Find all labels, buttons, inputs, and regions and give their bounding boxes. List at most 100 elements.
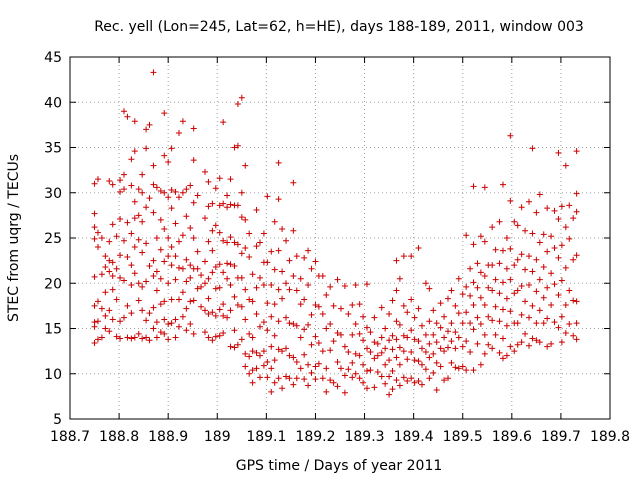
- data-point: [536, 307, 543, 314]
- data-point: [212, 285, 219, 292]
- data-point: [209, 200, 216, 207]
- data-point: [301, 254, 308, 261]
- data-point: [562, 264, 569, 271]
- data-point: [139, 335, 146, 342]
- data-point: [349, 301, 356, 308]
- data-point: [455, 275, 462, 282]
- data-point: [275, 375, 282, 382]
- y-tick-label: 15: [44, 322, 62, 338]
- data-point: [113, 333, 120, 340]
- data-point: [98, 305, 105, 312]
- data-point: [312, 301, 319, 308]
- data-point: [117, 335, 124, 342]
- data-point: [146, 195, 153, 202]
- data-point: [315, 339, 322, 346]
- data-point: [246, 330, 253, 337]
- data-point: [297, 301, 304, 308]
- data-point: [234, 202, 241, 209]
- data-point: [555, 254, 562, 261]
- data-point: [227, 201, 234, 208]
- data-point: [367, 349, 374, 356]
- data-point: [242, 350, 249, 357]
- data-point: [260, 319, 267, 326]
- data-point: [503, 322, 510, 329]
- data-point: [209, 309, 216, 316]
- data-point: [290, 381, 297, 388]
- data-point: [256, 352, 263, 359]
- data-point: [231, 239, 238, 246]
- data-point: [356, 301, 363, 308]
- data-point: [202, 307, 208, 314]
- data-point: [94, 336, 101, 343]
- data-point: [249, 334, 256, 341]
- data-point: [175, 238, 182, 245]
- data-point: [290, 227, 297, 234]
- data-point: [499, 279, 506, 286]
- data-point: [477, 361, 484, 368]
- data-point: [551, 319, 558, 326]
- data-point: [467, 292, 474, 299]
- data-point: [544, 343, 551, 350]
- data-point: [187, 274, 194, 281]
- data-point: [157, 246, 164, 253]
- data-point: [503, 235, 510, 241]
- data-point: [131, 270, 138, 277]
- data-point: [190, 199, 197, 206]
- data-point: [411, 314, 418, 321]
- data-point: [139, 171, 146, 178]
- data-point: [566, 287, 573, 294]
- data-point: [175, 296, 182, 303]
- data-point: [562, 224, 569, 231]
- data-point: [172, 276, 179, 283]
- data-point: [496, 218, 503, 225]
- data-point: [396, 275, 403, 282]
- data-point: [139, 249, 146, 256]
- data-point: [91, 273, 98, 280]
- data-point: [352, 370, 359, 377]
- data-point: [268, 388, 275, 395]
- data-point: [161, 330, 168, 337]
- data-point: [198, 303, 205, 310]
- data-point: [526, 342, 532, 349]
- data-point: [352, 350, 359, 357]
- data-point: [139, 189, 146, 196]
- data-point: [275, 286, 282, 293]
- y-tick-label: 5: [53, 412, 62, 428]
- data-point: [418, 322, 425, 329]
- data-point: [551, 281, 558, 288]
- data-point: [334, 276, 341, 283]
- data-point: [558, 313, 565, 320]
- data-point: [459, 343, 466, 350]
- data-point: [205, 238, 212, 245]
- data-point: [415, 244, 422, 251]
- data-point: [124, 334, 131, 341]
- data-point: [194, 248, 201, 255]
- data-point: [212, 222, 219, 229]
- data-point: [426, 354, 433, 361]
- data-point: [253, 243, 260, 250]
- data-point: [246, 353, 253, 360]
- data-point: [393, 318, 400, 325]
- data-point: [408, 327, 415, 334]
- data-point: [301, 376, 308, 383]
- data-point: [283, 373, 289, 380]
- data-point: [98, 235, 105, 241]
- data-point: [566, 320, 573, 327]
- data-point: [573, 336, 580, 343]
- data-point: [474, 314, 481, 321]
- y-tick-label: 30: [44, 186, 62, 202]
- data-point: [150, 209, 157, 216]
- data-point: [121, 108, 127, 115]
- data-point: [220, 237, 227, 244]
- data-point: [364, 345, 370, 352]
- data-point: [437, 363, 444, 370]
- data-point: [161, 189, 168, 196]
- data-point: [113, 296, 120, 303]
- data-point: [135, 330, 142, 337]
- data-point: [305, 321, 312, 328]
- data-point: [165, 320, 172, 327]
- y-tick-label: 25: [44, 231, 62, 247]
- data-point: [234, 101, 241, 108]
- x-tick-label: 189.6: [492, 429, 532, 445]
